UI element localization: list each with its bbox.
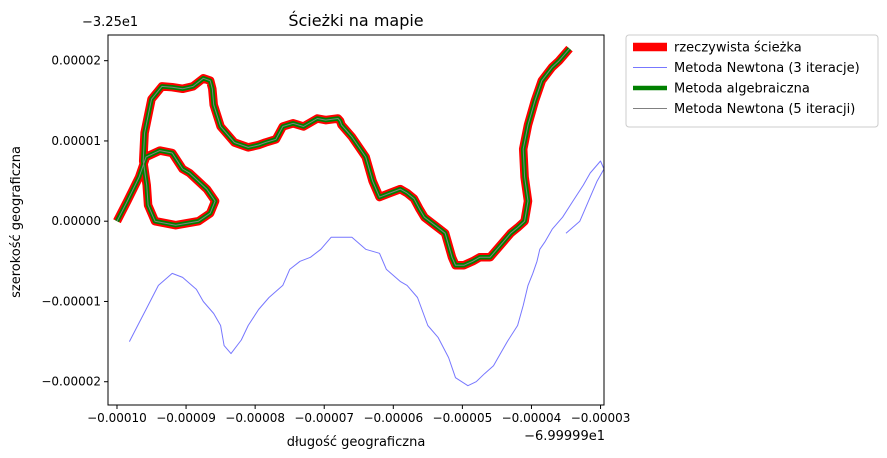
legend-label-2: Metoda Newtona (3 iteracje) [674, 61, 860, 76]
legend: rzeczywista ścieżka Metoda Newtona (3 ite… [625, 34, 879, 128]
y-axis-label: szerokość geograficzna [9, 146, 24, 298]
x-tick-label-4: −0.00007 [294, 411, 354, 425]
x-axis-label: długość geograficzna [287, 435, 426, 450]
y-tick-label-5: −0.00002 [41, 375, 101, 389]
chart-title: Ścieżki na mapie [288, 11, 423, 30]
plot-frame [107, 34, 605, 406]
x-tick-label-7: −0.00004 [502, 411, 562, 425]
legend-label-3: Metoda algebraiczna [674, 82, 810, 97]
y-tick-label-4: −0.00001 [41, 294, 101, 308]
series-line-2 [128, 160, 605, 387]
legend-label-4: Metoda Newtona (5 iteracji) [674, 102, 855, 117]
x-tick-label-5: −0.00006 [363, 411, 423, 425]
x-axis-ticks: −0.00010 −0.00009 −0.00008 −0.00007 −0.00006… [87, 405, 630, 425]
y-axis-offset-label: −3.25e1 [82, 15, 138, 30]
plot-area [113, 45, 605, 387]
x-axis-offset-label: −6.99999e1 [524, 429, 605, 444]
y-tick-label-3: 0.00000 [51, 214, 101, 228]
x-tick-label-6: −0.00005 [433, 411, 493, 425]
series-line-4 [116, 48, 570, 266]
x-tick-label-8: −0.00003 [571, 411, 631, 425]
y-axis-ticks: 0.00002 0.00001 0.00000 −0.00001 −0.00002 [41, 54, 108, 389]
x-tick-label-3: −0.00008 [225, 411, 285, 425]
x-tick-label-2: −0.00009 [156, 411, 216, 425]
x-tick-label-1: −0.00010 [87, 411, 147, 425]
series-line-3 [114, 47, 572, 268]
legend-label-1: rzeczywista ścieżka [674, 41, 802, 56]
legend-frame [625, 34, 879, 128]
series-line-1 [113, 45, 573, 270]
y-tick-label-2: 0.00001 [51, 134, 101, 148]
y-tick-label-1: 0.00002 [51, 54, 101, 68]
